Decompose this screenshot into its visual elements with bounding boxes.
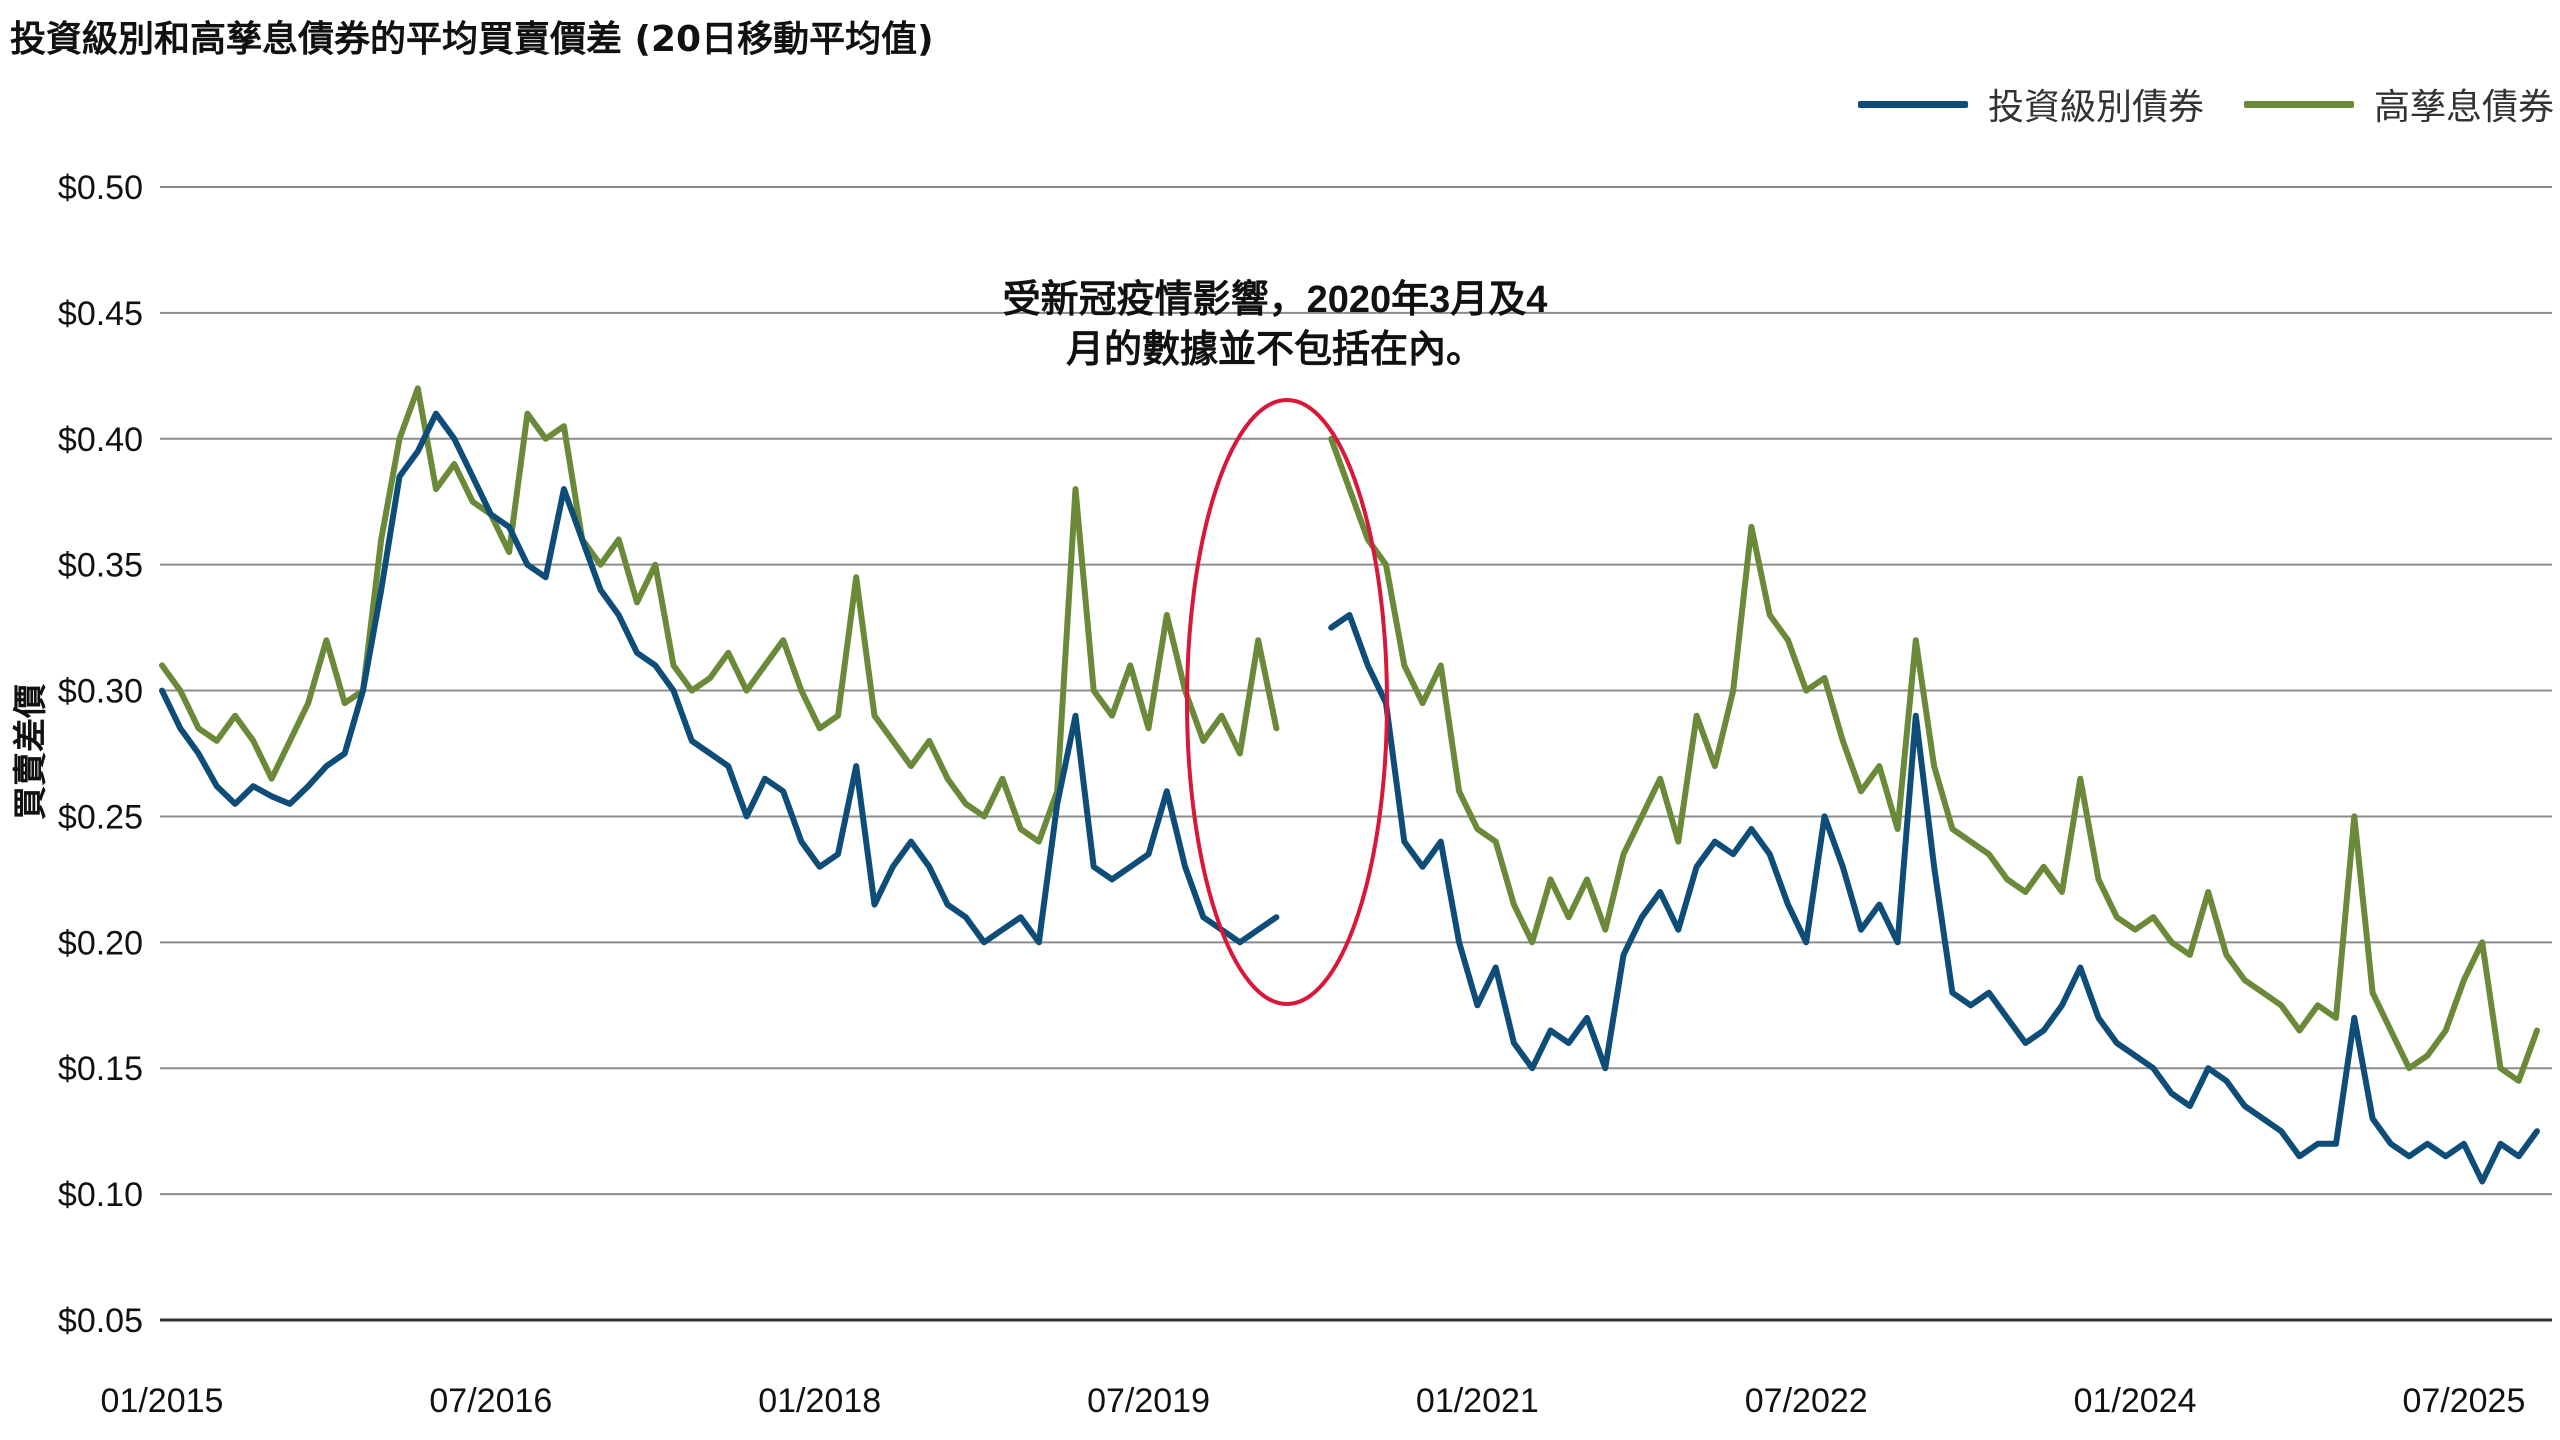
x-tick-label: 01/2021 [1416, 1382, 1539, 1420]
y-tick-label: $0.10 [58, 1176, 143, 1214]
y-tick-label: $0.40 [58, 421, 143, 459]
series-line-investment-grade-segment-1 [159, 410, 1280, 946]
series-lines [159, 385, 2540, 1185]
y-tick-label: $0.45 [58, 295, 143, 333]
series-line-high-yield-segment-1 [159, 385, 1280, 845]
x-tick-label: 07/2025 [2402, 1382, 2525, 1420]
y-tick-label: $0.30 [58, 673, 143, 711]
chart-title: 投資級別和高孳息債券的平均買賣價差 (20日移動平均值) [10, 19, 934, 60]
y-tick-label: $0.25 [58, 798, 143, 836]
y-axis-ticks: $0.50 $0.45 $0.40 $0.35 $0.30 $0.25 $0.20 $0.15… [58, 169, 143, 1340]
annotation-text-line-1: 受新冠疫情影響，2020年3月及4 [1003, 278, 1548, 321]
x-tick-label: 01/2024 [2074, 1382, 2197, 1420]
y-tick-label: $0.50 [58, 169, 143, 207]
x-tick-label: 01/2018 [758, 1382, 881, 1420]
series-line-high-yield-segment-2 [1328, 435, 2540, 1084]
x-axis-ticks: 01/2015 07/2016 01/2018 07/2019 01/2021 07/20… [101, 1382, 2526, 1420]
y-tick-label: $0.15 [58, 1050, 143, 1088]
annotation-text-line-2: 月的數據並不包括在內。 [1066, 329, 1484, 371]
legend-label-hy: 高孳息債券 [2373, 87, 2554, 128]
y-axis-label: 買賣差價 [12, 684, 50, 820]
legend: 投資級別債券 高孳息債券 [1857, 78, 2554, 130]
legend-swatch-hy [2243, 100, 2354, 108]
annotation-ellipse [1185, 398, 1389, 1006]
legend-swatch-ig [1857, 100, 1968, 108]
y-tick-label: $0.35 [58, 547, 143, 585]
series-line-investment-grade-segment-2 [1328, 612, 2540, 1185]
x-tick-label: 01/2015 [101, 1382, 224, 1420]
legend-item-hy: 高孳息債券 [2243, 78, 2554, 130]
x-tick-label: 07/2016 [429, 1382, 552, 1420]
y-tick-label: $0.20 [58, 924, 143, 962]
legend-item-ig: 投資級別債券 [1857, 78, 2204, 130]
annotation: 受新冠疫情影響，2020年3月及4 月的數據並不包括在內。 [1003, 278, 1548, 1006]
x-tick-label: 07/2019 [1087, 1382, 1210, 1420]
y-tick-label: $0.05 [58, 1302, 143, 1340]
legend-label-ig: 投資級別債券 [1987, 87, 2204, 128]
x-tick-label: 07/2022 [1745, 1382, 1868, 1420]
